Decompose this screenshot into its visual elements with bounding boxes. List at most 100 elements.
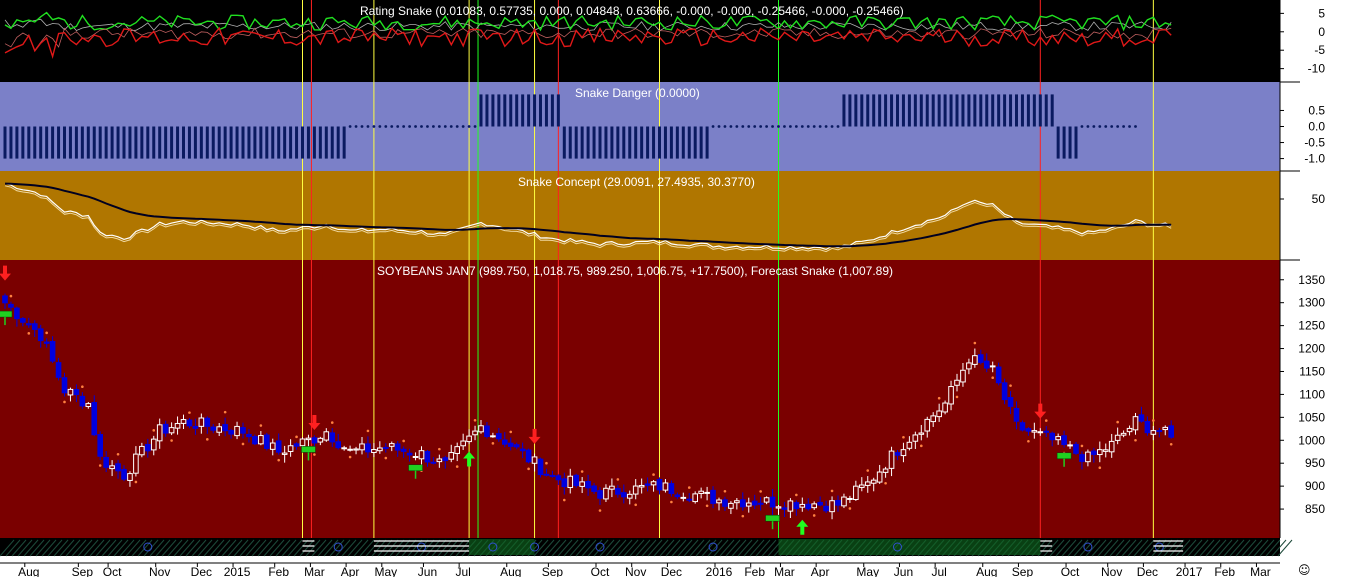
danger-bar [63,126,66,159]
forecast-dot [1152,419,1155,422]
candle-body [817,501,823,506]
ribbon-circle [1083,542,1093,552]
danger-dot [467,125,471,128]
danger-dot [1104,125,1108,128]
down-arrow-icon [308,414,321,430]
candle-body [1085,451,1091,463]
up-arrow-icon [796,519,809,535]
danger-bar [842,94,846,127]
y-tick-label: 1150 [1299,364,1325,378]
ribbon-hatch [353,539,369,557]
ribbon-hatch [1103,539,1119,557]
danger-bar [45,126,49,159]
ribbon-hatch [407,539,423,557]
up-arrow-icon [463,451,476,467]
danger-bar [1062,126,1066,159]
danger-dot [443,125,447,128]
candle-body [365,443,371,453]
candle-body [264,434,270,449]
danger-bar [497,94,501,127]
price-candles [2,293,1175,522]
danger-bar [235,126,239,159]
concept-white-line [4,183,1172,251]
danger-bar [598,126,602,159]
danger-dot [729,125,733,128]
candle-body [1067,444,1073,447]
candle-body [1108,440,1115,453]
danger-dot [372,125,376,128]
ribbon-hatch [455,539,471,557]
ribbon-hatch [617,539,633,557]
danger-dot [771,125,774,128]
danger-bar [985,94,989,127]
candle-body [311,437,318,444]
ribbon-hatch [719,539,735,557]
danger-bar [15,126,19,159]
danger-bar [86,126,90,159]
candle-body [912,434,919,442]
candle-body [1168,425,1175,438]
danger-bar [176,126,180,159]
ribbon-hatch [47,539,63,557]
danger-bar [3,126,7,159]
x-tick-label: Mar [1250,565,1271,577]
forecast-dot [991,376,994,380]
candle-body [388,443,395,447]
danger-dot [1080,125,1084,128]
candle-body [394,443,401,451]
candle-body [73,389,80,396]
y-tick-label: 0.0 [1308,120,1325,134]
ribbon-green-zone [469,539,535,555]
danger-bar [80,126,84,159]
ribbon-hatch [611,539,627,557]
x-tick-label: 2016 [706,565,733,577]
danger-bar [1068,126,1072,159]
ribbon-circle [488,542,498,552]
ribbon-hatch [383,539,399,557]
candle-body [906,441,913,449]
exit-marker-icon [408,464,423,472]
danger-dot [794,125,798,128]
danger-bar [122,126,126,159]
smiley-icon: ☺ [1298,563,1311,577]
danger-bar [925,94,929,127]
candle-body [150,438,157,451]
candle-body [579,481,585,487]
candle-body [567,475,574,489]
danger-bar [521,94,525,127]
danger-dot [830,125,834,128]
x-tick-label: Sep [1012,565,1034,577]
danger-bar [229,126,233,159]
danger-bar [949,94,953,127]
candle-body [1025,428,1032,432]
candle-body [597,490,603,499]
candle-body [133,453,139,474]
ribbon-hatch [443,539,459,557]
danger-bar [1020,94,1024,127]
ribbon-hatch [317,539,333,557]
ribbon-hatch [1223,539,1239,557]
ribbon-hatch [569,539,585,557]
ribbon-hatch [449,539,465,557]
ribbon-hatch [1265,539,1281,557]
candle-body [859,484,865,488]
candle-body [698,490,704,494]
danger-bar [1056,126,1060,159]
ribbon-green-zone [778,539,1041,555]
candle-body [1114,434,1121,441]
danger-bar [330,126,334,159]
candle-body [20,318,26,323]
danger-bar [277,126,281,159]
ribbon-hatch [305,539,321,557]
candle-body [287,445,294,452]
danger-bar [1009,94,1013,127]
candle-body [430,461,437,464]
candle-body [793,502,800,510]
danger-bar [586,126,590,159]
candle-body [502,439,508,445]
x-tick-label: Nov [625,565,646,577]
danger-bar [973,94,977,127]
danger-dot [723,125,727,128]
ribbon-hatch [215,539,231,557]
danger-bar [943,94,947,127]
